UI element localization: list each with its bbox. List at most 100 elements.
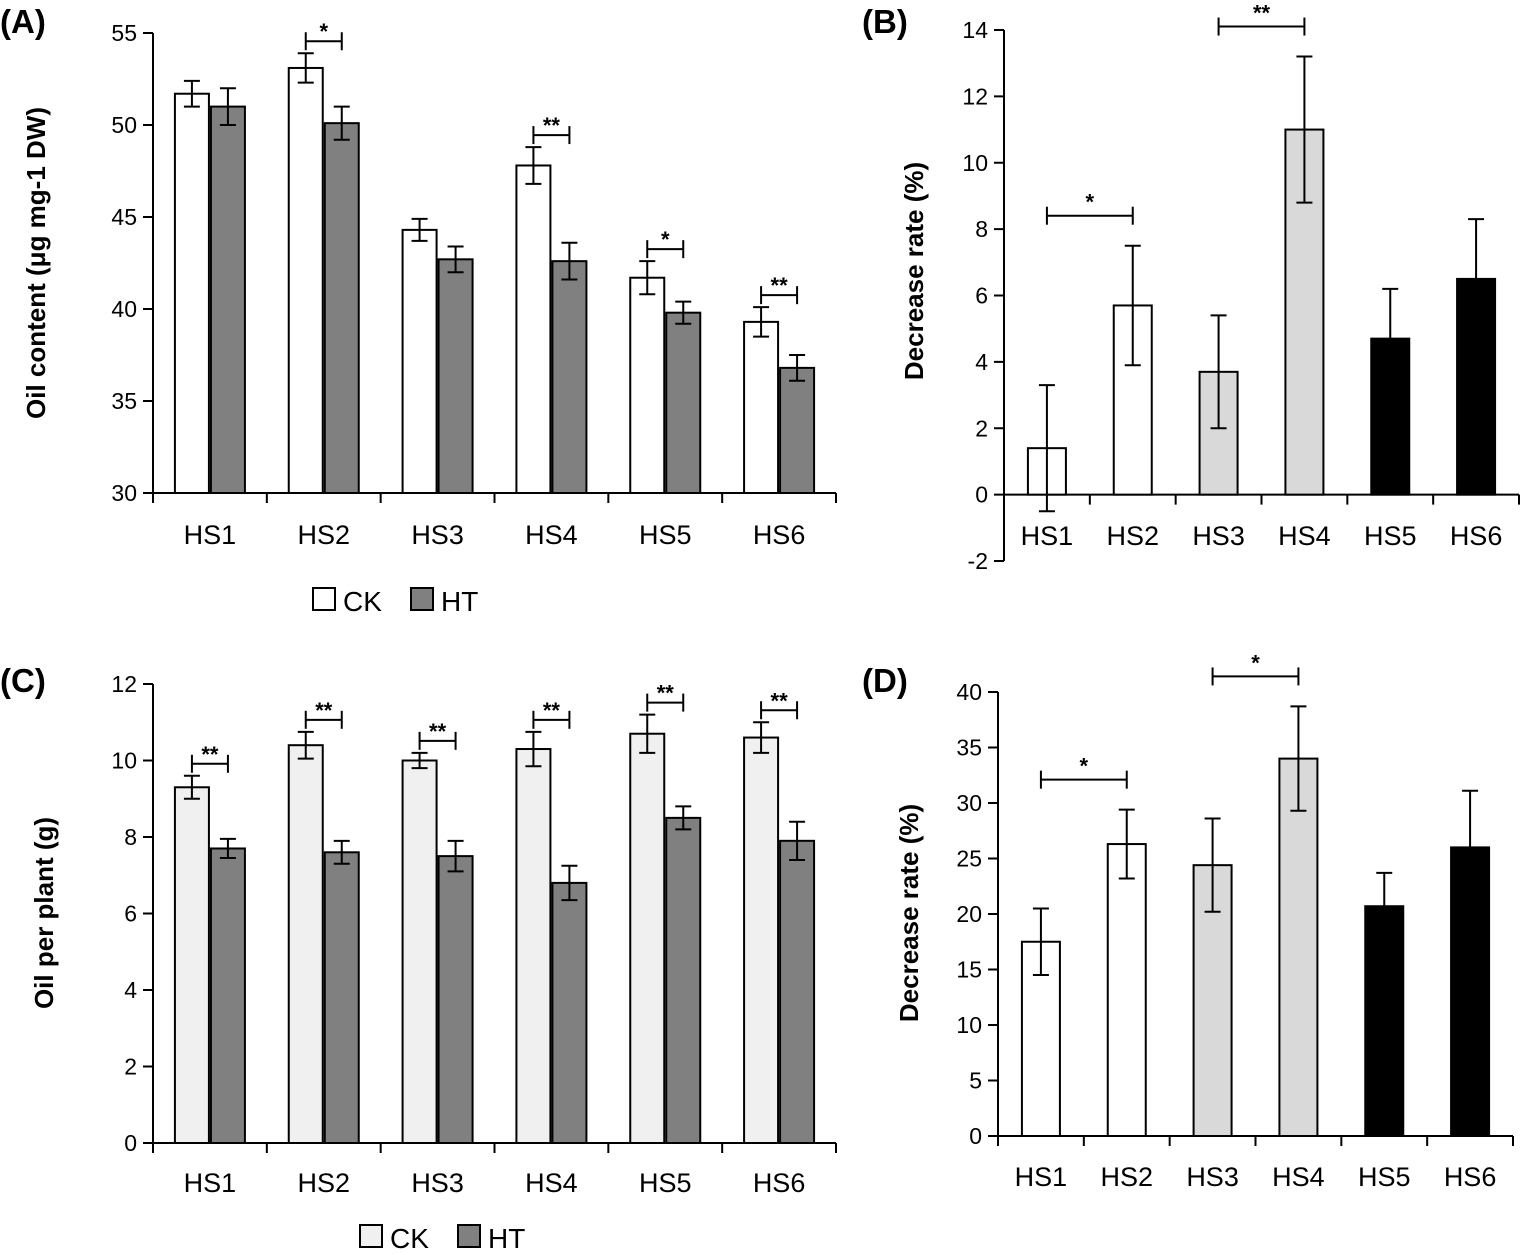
significance-marker: ** <box>543 698 561 723</box>
legend-swatch <box>359 1224 383 1248</box>
x-tick-label: HS5 <box>1364 521 1417 551</box>
legend-label: CK <box>343 586 382 617</box>
bar <box>437 855 474 1144</box>
bar <box>779 839 816 1144</box>
x-tick-label: HS2 <box>1100 1162 1153 1192</box>
y-axis-label: Oil per plant (g) <box>29 817 59 1009</box>
y-tick-label: 5 <box>969 1068 982 1094</box>
bar <box>665 311 702 494</box>
bar <box>323 122 360 494</box>
y-tick-label: 0 <box>975 482 988 508</box>
x-tick-label: HS4 <box>525 1168 578 1198</box>
bar <box>401 228 438 494</box>
panel-label: (B) <box>862 3 908 40</box>
bar <box>629 732 666 1144</box>
y-tick-label: 15 <box>956 957 982 983</box>
bar <box>437 258 474 494</box>
x-tick-label: HS2 <box>297 1168 350 1198</box>
chart-panel-4: (D) 0 5 10 15 20 25 30 35 40 HS1 HS2 HS3 HS4 HS5 HS6 Dec… <box>862 650 1514 1192</box>
significance-marker: * <box>319 19 328 44</box>
x-tick-label: HS2 <box>297 520 350 550</box>
y-axis-label: Oil content (μg mg-1 DW) <box>21 107 51 419</box>
y-tick-label: 14 <box>962 17 988 43</box>
y-tick-label: 2 <box>124 1054 137 1080</box>
x-tick-label: HS4 <box>1272 1162 1325 1192</box>
x-tick-label: HS1 <box>184 520 237 550</box>
x-tick-label: HS6 <box>1444 1162 1497 1192</box>
x-tick-label: HS4 <box>525 520 578 550</box>
y-tick-label: 2 <box>975 415 988 441</box>
y-tick-label: 0 <box>124 1130 137 1156</box>
legend-label: HT <box>441 586 478 617</box>
x-tick-label: HS1 <box>1015 1162 1068 1192</box>
y-tick-label: 8 <box>975 216 988 242</box>
y-axis-label: Decrease rate (%) <box>894 804 924 1022</box>
bar <box>629 276 666 494</box>
x-tick-label: HS5 <box>1358 1162 1411 1192</box>
y-tick-label: 10 <box>956 1012 982 1038</box>
y-tick-label: 12 <box>962 83 988 109</box>
y-tick-label: 35 <box>111 388 137 414</box>
y-tick-label: 20 <box>956 901 982 927</box>
bar <box>287 66 324 495</box>
x-tick-label: HS6 <box>753 1168 806 1198</box>
bar <box>1278 757 1319 1137</box>
bar <box>515 164 552 494</box>
y-tick-label: 55 <box>111 20 137 46</box>
panel-label: (D) <box>862 662 908 699</box>
y-tick-label: 10 <box>111 748 137 774</box>
y-tick-label: 10 <box>962 150 988 176</box>
bar <box>743 320 780 494</box>
significance-marker: * <box>661 227 670 252</box>
significance-marker: ** <box>771 688 789 713</box>
bar <box>173 786 210 1145</box>
x-tick-label: HS1 <box>1021 521 1074 551</box>
bar <box>665 816 702 1144</box>
bar <box>209 847 246 1144</box>
significance-marker: ** <box>657 681 675 706</box>
significance-marker: ** <box>201 742 219 767</box>
bar <box>209 105 246 494</box>
chart-panel-1: (A) 30 35 40 45 50 55 HS1 HS2 HS3 HS4 HS5 HS6 Oil con… <box>0 3 837 617</box>
y-tick-label: 40 <box>111 296 137 322</box>
bar <box>1106 843 1147 1137</box>
significance-marker: ** <box>1253 1 1271 26</box>
bar <box>779 366 816 495</box>
x-tick-label: HS4 <box>1278 521 1331 551</box>
y-tick-label: 25 <box>956 846 982 872</box>
legend-swatch <box>312 587 336 611</box>
y-tick-label: 40 <box>956 679 982 705</box>
legend-label: CK <box>390 1223 429 1254</box>
y-tick-label: -2 <box>968 548 988 574</box>
significance-marker: * <box>1080 754 1089 779</box>
x-tick-label: HS5 <box>639 1168 692 1198</box>
y-tick-label: 0 <box>969 1123 982 1149</box>
bar <box>173 92 210 494</box>
x-tick-label: HS3 <box>1186 1162 1239 1192</box>
bar <box>287 744 324 1144</box>
significance-marker: * <box>1086 190 1095 215</box>
legend-swatch <box>457 1224 481 1248</box>
y-tick-label: 30 <box>956 790 982 816</box>
bar <box>515 748 552 1145</box>
y-tick-label: 6 <box>975 283 988 309</box>
x-tick-label: HS1 <box>184 1168 237 1198</box>
y-axis-label: Decrease rate (%) <box>899 162 929 380</box>
significance-marker: ** <box>543 113 561 138</box>
panel-label: (A) <box>0 3 46 40</box>
y-tick-label: 50 <box>111 112 137 138</box>
x-tick-label: HS2 <box>1106 521 1159 551</box>
panel-label: (C) <box>0 662 46 699</box>
significance-marker: ** <box>315 698 333 723</box>
chart-panel-2: (B) -2 0 2 4 6 8 10 12 14 HS1 HS2 HS3 HS4 HS5 HS6 Decrea… <box>862 1 1520 574</box>
x-tick-label: HS6 <box>753 520 806 550</box>
x-tick-label: HS6 <box>1450 521 1503 551</box>
x-tick-label: HS5 <box>639 520 692 550</box>
significance-marker: ** <box>771 273 789 298</box>
x-tick-label: HS3 <box>411 520 464 550</box>
y-tick-label: 35 <box>956 735 982 761</box>
y-tick-label: 12 <box>111 671 137 697</box>
y-tick-label: 4 <box>975 349 988 375</box>
y-tick-label: 45 <box>111 204 137 230</box>
